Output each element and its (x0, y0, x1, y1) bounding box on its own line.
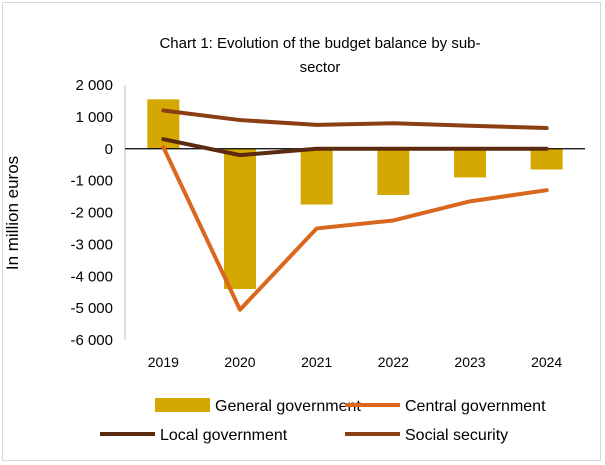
y-tick-label: -6 000 (70, 332, 113, 349)
y-axis-label: In million euros (3, 156, 22, 270)
x-tick-label: 2019 (148, 354, 179, 370)
line-local-government (161, 137, 549, 158)
chart-title-line-2: sector (300, 59, 341, 76)
x-tick-label: 2021 (301, 354, 332, 370)
bar-general-government (377, 148, 410, 195)
legend-label-social-security: Social security (405, 427, 508, 444)
legend-label-central-government: Central government (405, 398, 546, 415)
plot-area: 2 000 1 000 0 -1 000 -2 000 -3 000 -4 000 -5 00… (70, 77, 585, 370)
bar-general-government (530, 148, 563, 170)
y-tick-label: -5 000 (70, 300, 113, 317)
x-tick-label: 2020 (224, 354, 255, 370)
line-social-security (161, 108, 549, 131)
y-tick-label: 2 000 (75, 77, 113, 94)
y-tick-label: -4 000 (70, 268, 113, 285)
y-tick-label: -3 000 (70, 236, 113, 253)
legend: General government Central government Loca… (100, 398, 546, 444)
line-central-government (161, 145, 549, 312)
y-tick-label: -2 000 (70, 205, 113, 222)
bar-general-government (454, 148, 486, 178)
legend-swatch-general-government (155, 398, 210, 412)
y-tick-label: -1 000 (70, 173, 113, 190)
bar-general-government (224, 148, 256, 289)
x-tick-label: 2023 (454, 354, 485, 370)
legend-label-general-government: General government (215, 398, 361, 415)
chart-frame (2, 2, 601, 461)
y-tick-label: 1 000 (75, 109, 113, 126)
legend-label-local-government: Local government (160, 427, 288, 444)
x-tick-label: 2022 (378, 354, 409, 370)
y-tick-label: 0 (105, 141, 113, 158)
x-tick-label: 2024 (531, 354, 562, 370)
chart-title-line-1: Chart 1: Evolution of the budget balance… (159, 35, 480, 52)
bar-general-government (300, 148, 333, 205)
